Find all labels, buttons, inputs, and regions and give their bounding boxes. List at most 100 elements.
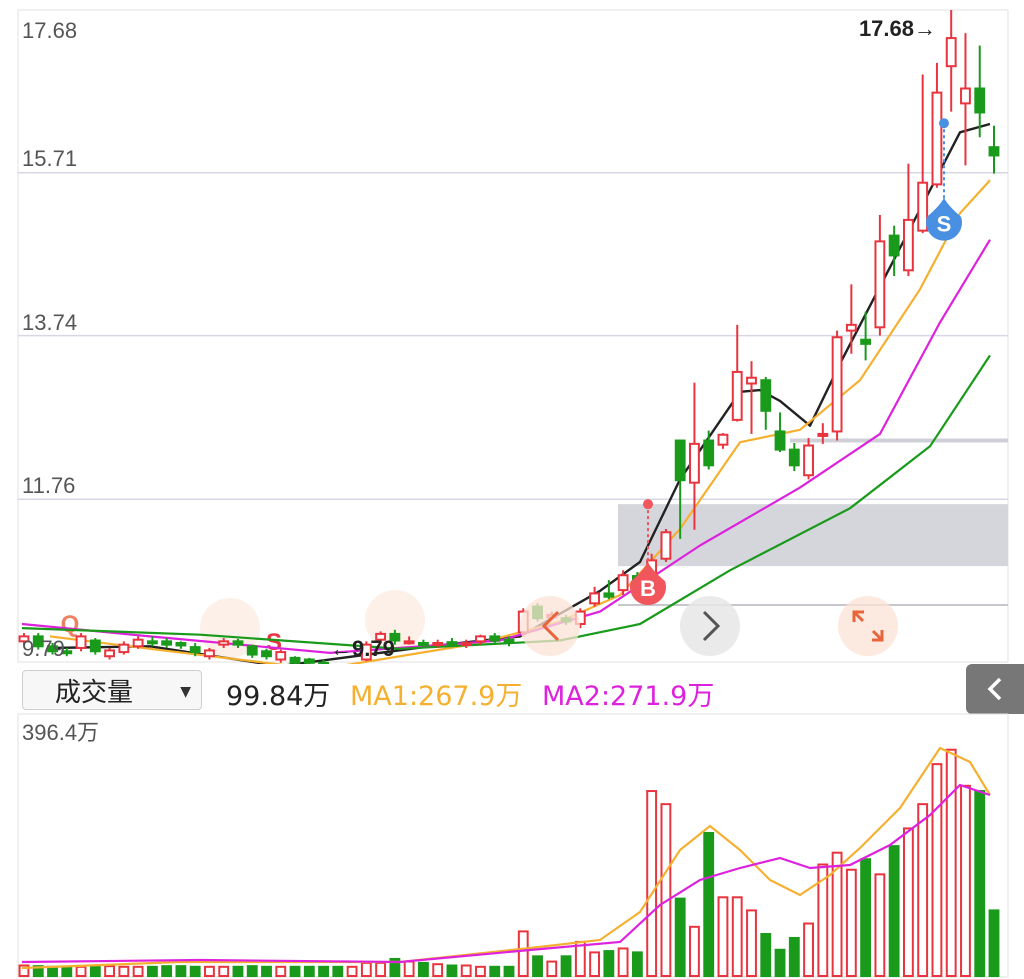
next-button[interactable]: [680, 596, 740, 656]
volume-bar: [546, 960, 558, 977]
volume-bar: [703, 832, 715, 977]
candle: [960, 33, 971, 166]
chevron-left-icon: [987, 677, 1002, 701]
ma1-legend: MA1:267.9万: [350, 681, 523, 712]
sell-signal[interactable]: S: [926, 118, 962, 241]
candle: [617, 570, 629, 596]
candle: [389, 629, 401, 645]
candle: [489, 633, 501, 645]
volume-bar: [47, 965, 58, 977]
volume-bar: [960, 784, 971, 978]
volume-bar: [218, 965, 230, 977]
volume-bar: [289, 965, 301, 977]
candle: [375, 631, 387, 643]
candle: [218, 638, 230, 648]
volume-bar: [517, 930, 529, 978]
price-tick-label: 17.68: [22, 18, 77, 43]
candle: [446, 638, 458, 648]
candle: [974, 45, 986, 138]
volume-bar: [403, 960, 415, 977]
volume-bar: [360, 961, 372, 978]
candle: [475, 634, 486, 645]
volume-bar: [988, 909, 1000, 977]
volume-bar: [831, 851, 843, 978]
expand-button[interactable]: [838, 596, 898, 656]
volume-bar: [945, 748, 957, 977]
volume-bar: [132, 965, 144, 977]
prev-button[interactable]: [520, 596, 580, 656]
candle: [888, 225, 900, 277]
volume-ma1-line: [21, 746, 991, 970]
volume-bar: [75, 965, 87, 977]
candle: [674, 439, 686, 539]
candle: [689, 382, 700, 530]
volume-bar: [261, 965, 272, 977]
candle: [146, 636, 158, 647]
collapse-button[interactable]: [966, 664, 1024, 714]
chevron-right-icon: [702, 610, 721, 642]
volume-bar: [760, 933, 772, 977]
price-tick-label: 11.76: [22, 473, 75, 498]
price-tick-label: 15.71: [22, 146, 77, 171]
candle: [18, 633, 30, 645]
volume-bar: [646, 790, 658, 977]
volume-bar: [318, 965, 329, 977]
candle: [118, 641, 130, 655]
candle: [189, 642, 201, 657]
volume-bar: [375, 961, 387, 978]
candle: [47, 642, 58, 655]
volume-bar: [631, 951, 643, 977]
volume-bar: [974, 790, 986, 977]
volume-bar: [332, 965, 344, 977]
volume-max-label: 396.4万: [22, 720, 99, 745]
candlestick-chart: Q S B S 17.68 15.71 13.74 11.76 9.79 17.68→ ←9…: [17, 9, 1009, 664]
volume-toolbar: 成交量 ▼ 99.84万 MA1:267.9万 MA2:271.9万: [0, 664, 1024, 714]
volume-bar: [161, 965, 173, 977]
candle: [845, 284, 857, 354]
volume-bar: [460, 964, 472, 978]
volume-bar: [902, 827, 914, 977]
dropdown-arrow-icon: ▼: [180, 684, 191, 700]
candle: [603, 580, 615, 600]
candle: [503, 636, 515, 647]
volume-bar: [303, 965, 315, 977]
volume-ma2-line: [21, 783, 991, 964]
volume-bar: [189, 965, 201, 977]
candle: [817, 423, 829, 444]
volume-bar: [788, 936, 800, 977]
volume-bar: [246, 965, 258, 977]
ma2-legend: MA2:271.9万: [542, 681, 715, 712]
candle: [460, 639, 472, 648]
candle: [902, 163, 914, 277]
candle: [703, 430, 715, 470]
faded-marker-q: Q: [61, 611, 80, 638]
candle: [318, 659, 329, 664]
candle: [589, 586, 601, 607]
volume-bar: [346, 965, 358, 977]
volume-bar: [417, 961, 429, 978]
volume-bar: [432, 963, 444, 977]
indicator-selector[interactable]: 成交量 ▼: [22, 670, 202, 710]
support-band: [618, 504, 1008, 567]
candle: [860, 311, 872, 361]
ma-line: [21, 354, 991, 650]
low-marker-label: ←9.79: [330, 636, 395, 661]
candle: [417, 639, 429, 647]
volume-bar: [689, 925, 700, 977]
volume-bar: [845, 868, 857, 978]
volume-bar: [603, 950, 615, 978]
volume-bar: [61, 965, 73, 977]
candle: [360, 641, 372, 662]
volume-bar: [674, 897, 686, 977]
high-marker-label: 17.68→: [859, 16, 936, 41]
candle: [717, 433, 729, 449]
candle: [917, 74, 929, 234]
candle: [874, 214, 886, 336]
volume-bar: [104, 965, 116, 977]
buy-signal[interactable]: B: [630, 499, 666, 606]
volume-bar: [32, 965, 44, 977]
volume-bar: [860, 858, 872, 977]
volume-chart: 396.4万: [17, 713, 1009, 978]
volume-bar: [146, 965, 158, 977]
candle: [831, 330, 843, 441]
